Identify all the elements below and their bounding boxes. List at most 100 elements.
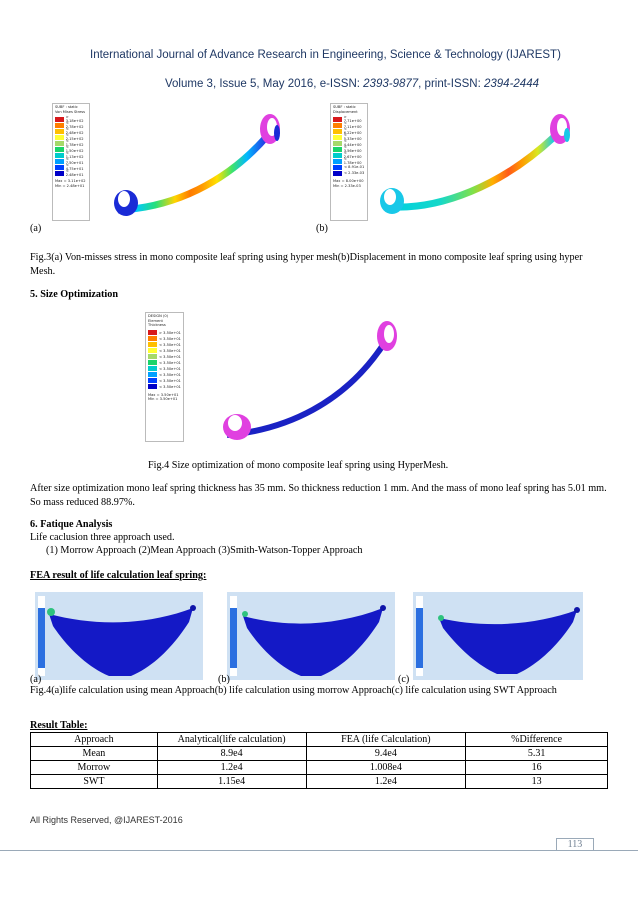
legend-value: < 8.91e-01 bbox=[344, 165, 365, 170]
table-row: SWT 1.15e4 1.2e4 13 bbox=[30, 774, 608, 789]
legend-title: SUBF : static Von Mises Stress bbox=[55, 105, 86, 114]
legend-swatch bbox=[333, 152, 342, 158]
legend-value: < 3.50e+01 bbox=[159, 366, 181, 371]
eissn: 2393-9877 bbox=[363, 78, 419, 90]
legend-swatch bbox=[148, 342, 157, 348]
table-cell: 13 bbox=[465, 774, 608, 789]
table-cell: 8.9e4 bbox=[156, 746, 307, 761]
fig3a-stress-image: SUBF : static Von Mises Stress > 3.18e+0… bbox=[52, 103, 284, 225]
table-row: Morrow 1.2e4 1.008e4 16 bbox=[30, 760, 608, 775]
legend-value: < 1.13e+02 bbox=[65, 151, 84, 160]
footer-rights: All Rights Reserved, @IJAREST-2016 bbox=[30, 815, 183, 825]
legend-entry: > 7.71e+00 bbox=[333, 115, 365, 124]
column-header: %Difference bbox=[465, 732, 608, 747]
table-row: Mean 8.9e4 9.4e4 5.31 bbox=[30, 746, 608, 761]
legend-entry: < 2.15e+02 bbox=[55, 133, 87, 142]
legend-swatch bbox=[148, 330, 157, 336]
result-table: Approach Analytical(life calculation) FE… bbox=[30, 732, 608, 789]
leaf-spring-displacement-model bbox=[380, 114, 570, 214]
legend-swatch bbox=[333, 116, 342, 122]
legend-title: SUBF : static Displacement bbox=[333, 105, 358, 114]
fea-heading: FEA result of life calculation leaf spri… bbox=[30, 570, 207, 581]
legend-value: < 2.15e+02 bbox=[65, 133, 84, 142]
legend-entry: > 3.18e+02 bbox=[55, 115, 87, 123]
table-cell: Morrow bbox=[30, 760, 158, 775]
legend-value: < 2.78e+02 bbox=[65, 121, 84, 130]
legend-entry: < 3.56e+00 bbox=[333, 145, 365, 154]
legend-swatch bbox=[148, 366, 157, 372]
legend-rows: > 7.71e+00 < 7.11e+00 < 6.22e+00 < 5.33e+00… bbox=[333, 115, 365, 176]
legend-minmax: Max = 8.00e+00 Min = 2.33e-03 bbox=[333, 179, 364, 188]
legend-value: < 3.56e+00 bbox=[343, 145, 362, 154]
fea-caption: Fig.4(a)life calculation using mean Appr… bbox=[30, 685, 557, 696]
fig4-legend: DESIGN (0) Element Thickness > 3.50e+01 <… bbox=[145, 312, 184, 442]
footer-divider bbox=[0, 850, 638, 851]
legend-entry: < 2.48e+01 bbox=[55, 169, 87, 178]
legend-value: < 3.50e+01 bbox=[159, 354, 181, 359]
legend-swatch bbox=[55, 146, 64, 152]
fea-b-label: (b) bbox=[218, 674, 230, 685]
table-cell: SWT bbox=[30, 774, 158, 789]
legend-entry: < 3.50e+01 bbox=[148, 354, 181, 360]
legend-entry: < 1.78e+00 bbox=[333, 157, 365, 165]
volume-line: Volume 3, Issue 5, May 2016, e-ISSN: 239… bbox=[165, 78, 539, 90]
legend-swatch bbox=[55, 116, 64, 122]
section5-heading: 5. Size Optimization bbox=[30, 289, 119, 300]
legend-entry: < 3.50e+01 bbox=[148, 348, 181, 354]
legend-value: < 3.50e+01 bbox=[159, 336, 181, 341]
leaf-spring-thickness-model bbox=[223, 321, 397, 440]
legend-swatch bbox=[333, 170, 342, 176]
legend-value: < 3.50e+01 bbox=[159, 384, 181, 389]
fea-c-label: (c) bbox=[398, 674, 410, 685]
legend-value: > 7.71e+00 bbox=[343, 115, 362, 124]
table-header-row: Approach Analytical(life calculation) FE… bbox=[30, 732, 608, 747]
volume-prefix: Volume 3, Issue 5, May 2016, e-ISSN: bbox=[165, 78, 364, 90]
legend-swatch bbox=[333, 158, 342, 164]
legend-swatch bbox=[148, 378, 157, 384]
legend-swatch bbox=[55, 152, 64, 158]
legend-rows: > 3.50e+01 < 3.50e+01 < 3.50e+01 < 3.50e+01… bbox=[148, 330, 181, 390]
table-cell: 9.4e4 bbox=[305, 746, 467, 761]
legend-entry: < 3.50e+01 bbox=[148, 384, 181, 390]
legend-value: < 3.50e+01 bbox=[159, 372, 181, 377]
table-cell: Mean bbox=[30, 746, 158, 761]
legend-value: < 4.44e+00 bbox=[343, 139, 362, 148]
legend-swatch bbox=[333, 146, 342, 152]
legend-swatch bbox=[333, 140, 342, 146]
legend-swatch bbox=[55, 134, 64, 140]
print-prefix: , print-ISSN: bbox=[418, 78, 484, 90]
legend-swatch bbox=[55, 140, 64, 146]
legend-value: < 3.50e+01 bbox=[159, 378, 181, 383]
page-number: 113 bbox=[556, 838, 594, 851]
legend-entry: < 1.50e+02 bbox=[55, 145, 87, 153]
column-header: Analytical(life calculation) bbox=[156, 732, 307, 747]
fig3b-displacement-image: SUBF : static Displacement > 7.71e+00 < 7… bbox=[330, 103, 582, 225]
legend-value: < 1.78e+02 bbox=[65, 139, 84, 148]
fig3a-label: (a) bbox=[30, 223, 42, 234]
section6-line2: (1) Morrow Approach (2)Mean Approach (3)… bbox=[46, 545, 363, 556]
legend-value: < 2.48e+01 bbox=[65, 169, 84, 178]
legend-minmax: Max = 3.50e+01 Min = 3.50e+01 bbox=[148, 392, 179, 402]
column-header: FEA (life Calculation) bbox=[305, 732, 467, 747]
legend-value: < 2.67e+00 bbox=[343, 151, 362, 160]
fatigue-swt-model bbox=[416, 596, 580, 676]
legend-entry: < 5.33e+00 bbox=[333, 133, 365, 141]
fea-morrow-image bbox=[227, 592, 395, 680]
legend-entry: < 1.13e+02 bbox=[55, 151, 87, 160]
legend-value: < 3.50e+01 bbox=[159, 342, 181, 347]
table-cell: 5.31 bbox=[465, 746, 608, 761]
fig3b-legend: SUBF : static Displacement > 7.71e+00 < 7… bbox=[330, 103, 368, 221]
section6-line1: Life caclusion three approach used. bbox=[30, 532, 175, 543]
fig3-caption: Fig.3(a) Von-misses stress in mono compo… bbox=[30, 252, 583, 277]
fea-mean-image bbox=[35, 592, 203, 680]
column-header: Approach bbox=[30, 732, 158, 747]
legend-entry: < 3.50e+01 bbox=[148, 378, 181, 384]
legend-value: > 3.50e+01 bbox=[159, 330, 181, 335]
legend-entry: < 8.91e-01 bbox=[333, 164, 365, 170]
fig3a-legend: SUBF : static Von Mises Stress > 3.18e+0… bbox=[52, 103, 90, 221]
legend-value: < 2.48e+02 bbox=[65, 127, 84, 136]
legend-swatch bbox=[55, 170, 64, 176]
legend-value: < 2.33e-03 bbox=[344, 171, 365, 176]
fig4-caption: Fig.4 Size optimization of mono composit… bbox=[148, 460, 449, 471]
legend-entry: < 3.50e+01 bbox=[148, 372, 181, 378]
